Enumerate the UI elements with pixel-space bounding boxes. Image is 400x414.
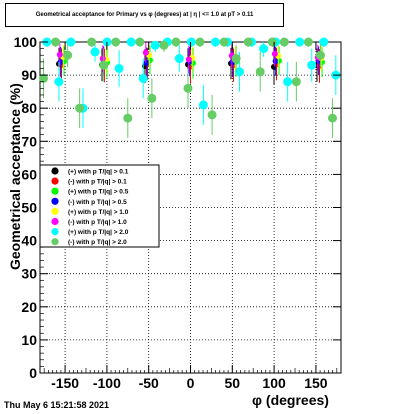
y-tick-label: 10 <box>21 332 37 348</box>
legend-marker <box>51 177 59 185</box>
legend-marker <box>51 187 59 195</box>
data-marks <box>39 37 341 138</box>
legend-entry: (+) with p T/|q| > 0.5 <box>68 189 129 196</box>
data-point-with-p-t-q-2-0 <box>159 40 169 50</box>
data-point-with-p-t-q-2-0 <box>234 67 244 77</box>
data-point-with-p-t-q-2-0 <box>186 37 196 47</box>
data-point-with-p-t-q-2-0 <box>195 37 205 47</box>
data-point-with-p-t-q-1-0 <box>271 50 278 57</box>
legend-marker <box>51 167 59 175</box>
legend-marker <box>51 197 59 205</box>
data-point-with-p-t-q-2-0 <box>231 54 241 64</box>
data-point-with-p-t-q-1-0 <box>99 55 106 62</box>
chart-title: Geometrical acceptance for Primary vs φ … <box>5 3 284 27</box>
data-point-with-p-t-q-2-0 <box>90 47 100 57</box>
data-point-with-p-t-q-1-0 <box>142 49 149 56</box>
y-tick-label: 50 <box>21 200 37 216</box>
y-tick-label: 0 <box>29 365 37 381</box>
data-point-with-p-t-q-2-0 <box>327 113 337 123</box>
data-point-with-p-t-q-0-5 <box>272 58 279 65</box>
y-tick-label: 90 <box>21 67 37 83</box>
data-point-with-p-t-q-2-0 <box>183 83 193 93</box>
data-point-with-p-t-q-2-0 <box>255 67 265 77</box>
x-tick-label: -50 <box>139 375 159 391</box>
y-tick-label: 20 <box>21 299 37 315</box>
data-point-with-p-t-q-2-0 <box>75 103 85 113</box>
x-axis-label: φ (degrees) <box>252 392 329 408</box>
y-tick-label: 100 <box>14 34 38 50</box>
x-tick-label: -150 <box>51 375 79 391</box>
data-point-with-p-t-q-2-0 <box>99 60 109 70</box>
data-point-with-p-t-q-0-5 <box>143 59 150 66</box>
legend-marker <box>51 228 59 236</box>
data-point-with-p-t-q-2-0 <box>51 37 61 47</box>
x-tick-label: 100 <box>262 375 286 391</box>
data-point-with-p-t-q-2-0 <box>87 37 97 47</box>
data-point-with-p-t-q-2-0 <box>295 37 305 47</box>
data-point-with-p-t-q-2-0 <box>54 77 64 87</box>
legend-entry: (-) with p T/|q| > 0.5 <box>68 199 127 206</box>
data-point-with-p-t-q-2-0 <box>150 40 160 50</box>
legend-entry: (-) with p T/|q| > 0.1 <box>68 179 127 186</box>
data-point-with-p-t-q-2-0 <box>66 37 76 47</box>
y-tick-label: 60 <box>21 166 37 182</box>
x-tick-label: 0 <box>187 375 195 391</box>
x-tick-label: -100 <box>93 375 121 391</box>
legend-entry: (+) with p T/|q| > 2.0 <box>68 229 129 236</box>
y-tick-label: 80 <box>21 100 37 116</box>
data-point-with-p-t-q-2-0 <box>135 37 145 47</box>
data-point-with-p-t-q-2-0 <box>279 37 289 47</box>
data-point-with-p-t-q-2-0 <box>138 73 148 83</box>
data-point-with-p-t-q-2-0 <box>210 37 220 47</box>
data-point-with-p-t-q-2-0 <box>147 93 157 103</box>
data-point-with-p-t-q-2-0 <box>114 63 124 73</box>
y-tick-label: 40 <box>21 233 37 249</box>
data-point-with-p-t-q-2-0 <box>198 100 208 110</box>
data-point-with-p-t-q-2-0 <box>307 60 317 70</box>
data-point-with-p-t-q-2-0 <box>283 77 293 87</box>
legend-entry: (+) with p T/|q| > 0.1 <box>68 169 129 176</box>
legend-entry: (-) with p T/|q| > 1.0 <box>68 219 127 226</box>
legend: (+) with p T/|q| > 0.1 (-) with p T/|q| >… <box>39 164 160 248</box>
x-tick-label: 50 <box>225 375 241 391</box>
data-point-with-p-t-q-2-0 <box>123 113 133 123</box>
data-point-with-p-t-q-2-0 <box>267 37 277 47</box>
legend-marker <box>51 238 59 246</box>
data-point-with-p-t-q-1-0 <box>185 56 192 63</box>
legend-marker <box>51 207 59 215</box>
data-point-with-p-t-q-2-0 <box>207 110 217 120</box>
data-point-with-p-t-q-2-0 <box>174 54 184 64</box>
data-point-with-p-t-q-2-0 <box>291 77 301 87</box>
data-point-with-p-t-q-2-0 <box>171 37 181 47</box>
data-point-with-p-t-q-2-0 <box>319 37 329 47</box>
y-axis-label: Geometrical acceptance (%) <box>7 83 23 270</box>
axis-ticks: -150 -100 -50 0 50 100 150 0 10 20 30 40 50 60 70 80 90 1… <box>14 34 341 391</box>
data-point-with-p-t-q-2-0 <box>126 37 136 47</box>
data-point-with-p-t-q-2-0 <box>111 37 121 47</box>
data-point-with-p-t-q-2-0 <box>315 50 325 60</box>
data-point-with-p-t-q-2-0 <box>259 44 269 54</box>
legend-entry: (+) with p T/|q| > 1.0 <box>68 209 129 216</box>
data-point-with-p-t-q-2-0 <box>243 37 253 47</box>
legend-marker <box>51 217 59 226</box>
data-point-with-p-t-q-2-0 <box>39 73 49 83</box>
y-tick-label: 70 <box>21 133 37 149</box>
data-point-with-p-t-q-2-0 <box>219 37 229 47</box>
legend-entry: (-) with p T/|q| > 2.0 <box>68 239 127 246</box>
y-tick-label: 30 <box>21 266 37 282</box>
x-tick-label: 150 <box>304 375 328 391</box>
data-point-with-p-t-q-2-0 <box>303 37 313 47</box>
legend-box <box>39 164 160 248</box>
timestamp: Thu May 6 15:21:58 2021 <box>4 400 110 410</box>
data-point-with-p-t-q-1-0 <box>56 51 63 58</box>
data-point-with-p-t-q-2-0 <box>63 50 73 60</box>
